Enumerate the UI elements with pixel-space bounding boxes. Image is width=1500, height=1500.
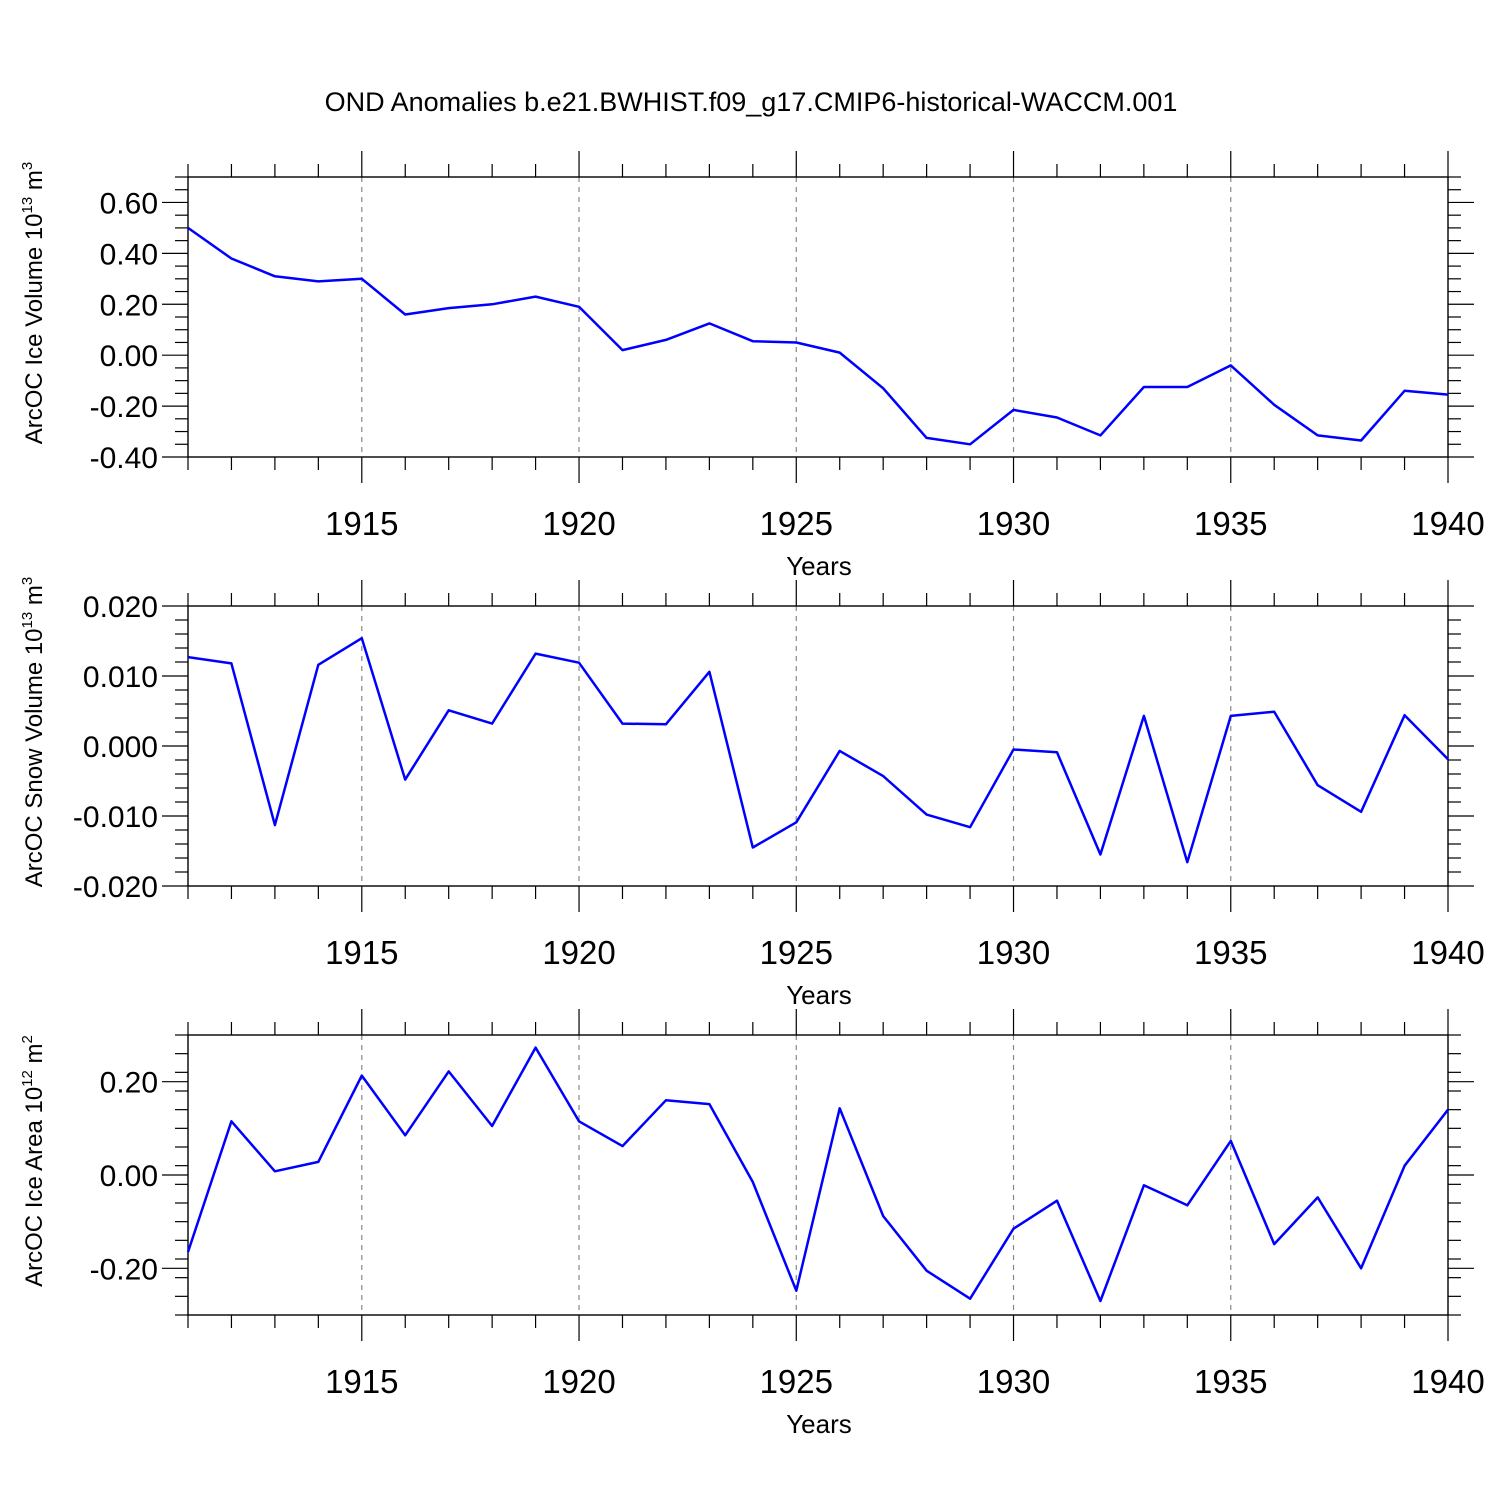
x-tick-label: 1920 — [542, 1363, 615, 1400]
x-tick-label: 1915 — [325, 1363, 398, 1400]
y-tick-label: 0.000 — [83, 731, 158, 764]
x-tick-label: 1935 — [1194, 934, 1267, 971]
x-tick-label: 1925 — [760, 934, 833, 971]
x-axis-label: Years — [786, 1409, 852, 1439]
y-axis-label-text: ArcOC Ice Volume 10 — [21, 213, 48, 444]
series-line — [187, 226, 1449, 446]
y-tick-label: 0.60 — [100, 187, 158, 220]
x-tick-label: 1915 — [325, 934, 398, 971]
y-axis-label: ArcOC Ice Area 1012 m2 — [19, 1035, 48, 1287]
y-tick-label: -0.010 — [73, 801, 158, 834]
y-axis-label-unit: m — [21, 585, 48, 612]
y-tick-label: 0.00 — [100, 340, 158, 373]
series-line — [186, 1046, 1449, 1303]
y-axis-label-unit-exponent: 2 — [19, 1035, 36, 1043]
y-axis-label: ArcOC Ice Volume 1013 m3 — [19, 162, 48, 444]
x-tick-label: 1935 — [1194, 505, 1267, 542]
x-tick-label: 1930 — [977, 505, 1050, 542]
y-tick-label: 0.20 — [100, 289, 158, 322]
x-tick-label: 1935 — [1194, 1363, 1267, 1400]
x-tick-label: 1930 — [977, 1363, 1050, 1400]
series-line — [187, 636, 1449, 864]
x-tick-label: 1940 — [1411, 934, 1484, 971]
y-tick-label: -0.20 — [90, 391, 158, 424]
y-axis-label-text: ArcOC Ice Area 10 — [21, 1087, 48, 1287]
chart-panel-3: -0.20 0.00 0.20 1915 1920 1925 1930 1935 1940 Yea… — [19, 1009, 1485, 1439]
chart-panel-2: -0.020 -0.010 0.000 0.010 0.020 1915 1920 1925 1… — [19, 577, 1485, 1010]
x-tick-label: 1940 — [1411, 505, 1484, 542]
x-tick-label: 1920 — [542, 505, 615, 542]
y-axis-label-exponent: 12 — [19, 1070, 36, 1087]
y-axis-label-exponent: 13 — [19, 197, 36, 214]
y-axis-label: ArcOC Snow Volume 1013 m3 — [19, 577, 48, 888]
y-tick-label: -0.020 — [73, 871, 158, 904]
y-axis-label-unit: m — [21, 1043, 48, 1070]
x-tick-label: 1920 — [542, 934, 615, 971]
x-axis-label: Years — [786, 980, 852, 1010]
y-tick-label: 0.020 — [83, 591, 158, 624]
chart-panel-1: -0.40 -0.20 0.00 0.20 0.40 0.60 1915 1920 1925 19… — [19, 151, 1485, 581]
y-axis-label-unit-exponent: 3 — [19, 577, 36, 585]
y-axis-label-unit: m — [21, 170, 48, 197]
plot-frame — [187, 1034, 1449, 1316]
y-axis-label-exponent: 13 — [19, 612, 36, 629]
y-tick-label: -0.20 — [90, 1253, 158, 1286]
y-axis-label-text: ArcOC Snow Volume 10 — [21, 628, 48, 887]
y-tick-label: 0.010 — [83, 661, 158, 694]
x-tick-label: 1940 — [1411, 1363, 1484, 1400]
y-axis-label-unit-exponent: 3 — [19, 162, 36, 170]
chart-title: OND Anomalies b.e21.BWHIST.f09_g17.CMIP6… — [325, 87, 1178, 117]
y-tick-label: -0.40 — [90, 442, 158, 475]
plot-frame — [187, 605, 1449, 887]
x-tick-label: 1915 — [325, 505, 398, 542]
x-tick-label: 1925 — [760, 1363, 833, 1400]
x-tick-label: 1925 — [760, 505, 833, 542]
plot-frame — [187, 176, 1449, 458]
x-tick-label: 1930 — [977, 934, 1050, 971]
y-tick-label: 0.20 — [100, 1067, 158, 1100]
y-tick-label: 0.40 — [100, 238, 158, 271]
y-tick-label: 0.00 — [100, 1160, 158, 1193]
x-axis-label: Years — [786, 551, 852, 581]
